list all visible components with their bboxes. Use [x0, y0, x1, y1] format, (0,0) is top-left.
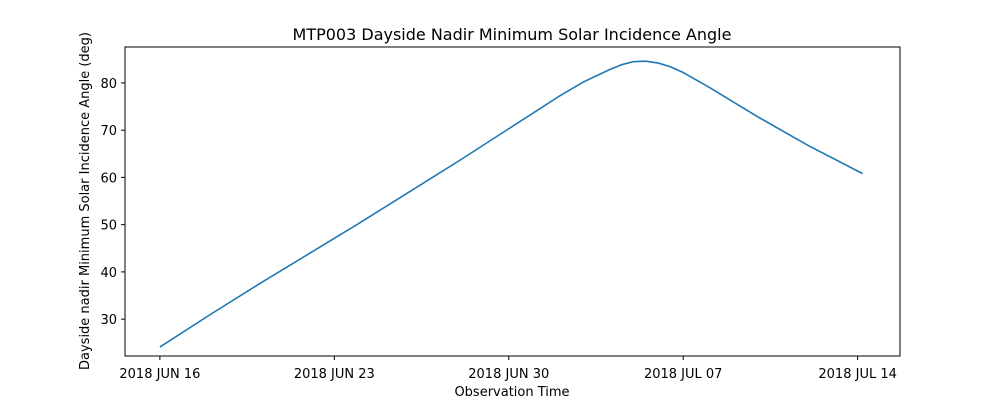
x-tick-label: 2018 JUN 30 — [468, 367, 549, 382]
series-line-0 — [159, 60, 863, 348]
x-tick-label: 2018 JUN 16 — [119, 367, 200, 382]
x-tick-label: 2018 JUN 23 — [294, 367, 375, 382]
chart-title: MTP003 Dayside Nadir Minimum Solar Incid… — [293, 25, 732, 44]
x-axis: 2018 JUN 16 2018 JUN 23 2018 JUN 30 2018 JU… — [119, 356, 897, 382]
y-axis: 30 40 50 60 70 80 — [100, 77, 125, 328]
y-tick-label: 70 — [100, 124, 117, 139]
y-axis-label: Dayside nadir Minimum Solar Incidence An… — [78, 32, 93, 370]
y-tick-label: 50 — [100, 219, 117, 234]
x-tick-label: 2018 JUL 07 — [644, 367, 722, 382]
x-axis-label: Observation Time — [454, 385, 569, 400]
y-tick-label: 30 — [100, 313, 117, 328]
y-tick-label: 80 — [100, 77, 117, 92]
axes-frame — [124, 46, 901, 357]
x-tick-label: 2018 JUL 14 — [818, 367, 896, 382]
y-tick-label: 60 — [100, 171, 117, 186]
y-tick-label: 40 — [100, 266, 117, 281]
plot-area — [159, 60, 863, 348]
